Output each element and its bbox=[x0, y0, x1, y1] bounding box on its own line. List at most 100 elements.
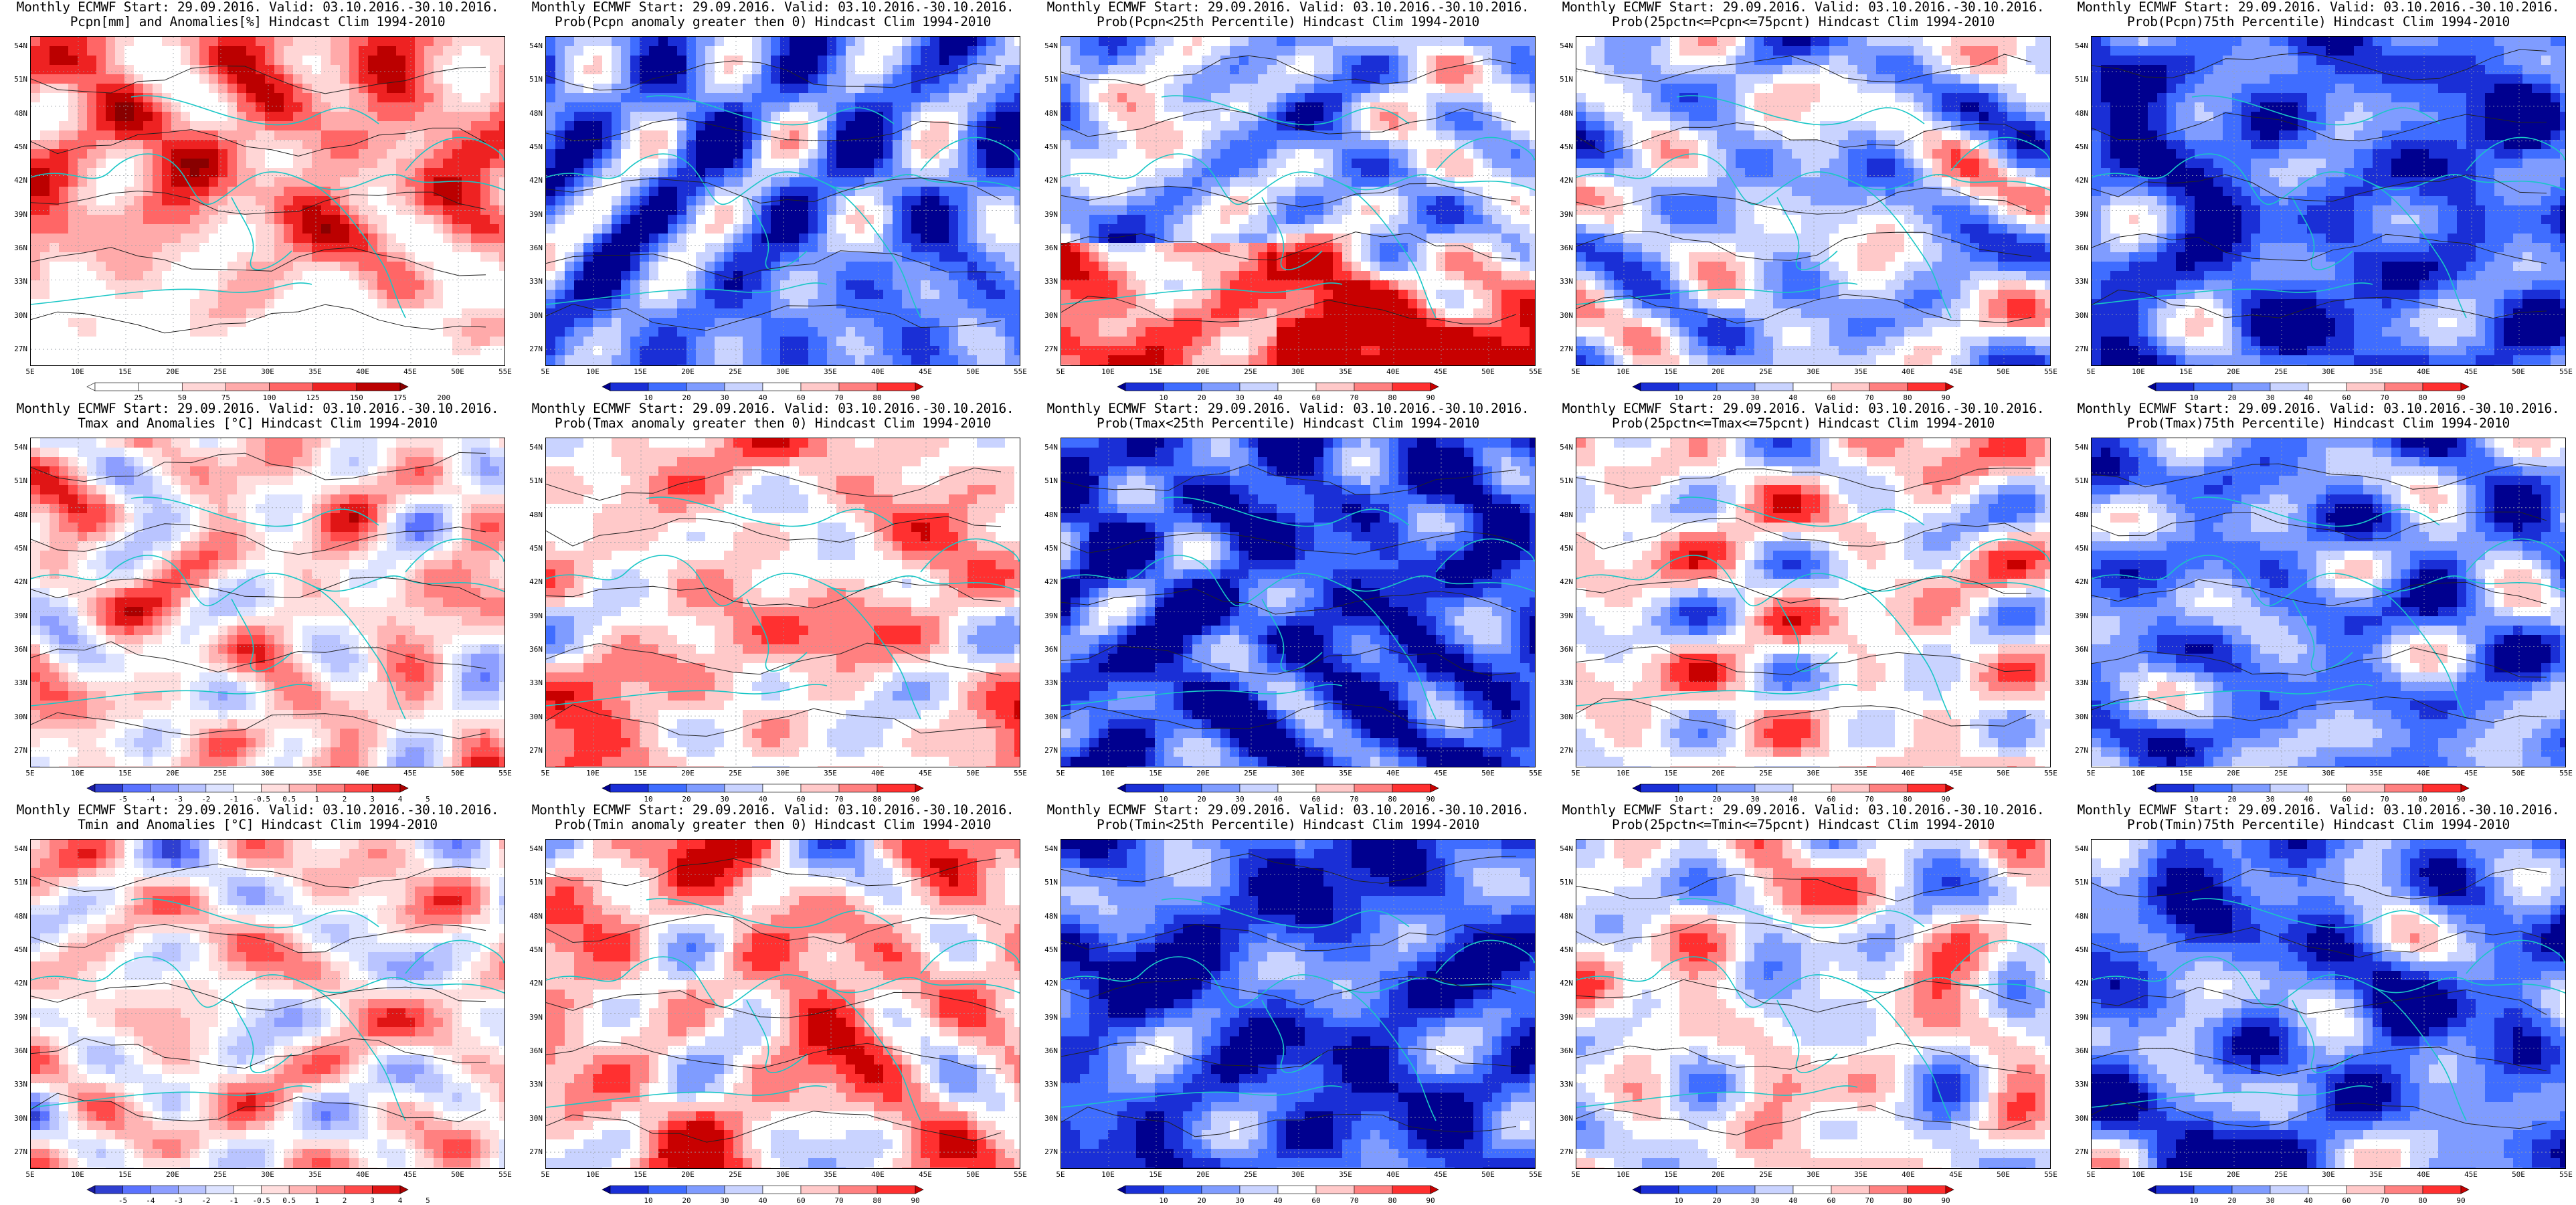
longitude-label: 5E bbox=[1562, 1170, 1589, 1179]
longitude-label: 45E bbox=[397, 1170, 424, 1179]
latitude-label: 39N bbox=[1031, 210, 1058, 219]
colorbar-label: 10 bbox=[1665, 1196, 1692, 1205]
colorbar bbox=[2148, 1186, 2469, 1194]
latitude-label: 30N bbox=[1546, 311, 1573, 320]
longitude-label: 20E bbox=[674, 367, 701, 376]
colorbar-swatch bbox=[610, 383, 648, 391]
latitude-label: 48N bbox=[1031, 511, 1058, 519]
colorbar-swatch bbox=[1392, 1186, 1431, 1194]
colorbar-swatch bbox=[2423, 383, 2461, 391]
colorbar-swatch bbox=[1164, 784, 1202, 792]
colorbar-swatch bbox=[610, 1186, 648, 1194]
colorbar-label: 90 bbox=[1932, 1196, 1959, 1205]
colorbar-swatch bbox=[400, 383, 408, 391]
longitude-label: 10E bbox=[2125, 769, 2152, 777]
latitude-label: 39N bbox=[1546, 1013, 1573, 1022]
map-field bbox=[545, 438, 1020, 767]
longitude-label: 35E bbox=[1847, 769, 1874, 777]
longitude-label: 20E bbox=[1705, 367, 1732, 376]
colorbar-swatch bbox=[178, 784, 205, 792]
shaded-field bbox=[2092, 37, 2566, 366]
longitude-label: 10E bbox=[64, 367, 91, 376]
latitude-label: 33N bbox=[2061, 277, 2088, 286]
latitude-label: 39N bbox=[516, 1013, 543, 1022]
colorbar-swatch bbox=[1164, 383, 1202, 391]
panel-title-line2: Prob(Pcpn<25th Percentile) Hindcast Clim… bbox=[1030, 15, 1546, 29]
colorbar-label: 80 bbox=[1379, 1196, 1406, 1205]
colorbar-swatch bbox=[400, 784, 408, 792]
longitude-label: 35E bbox=[1847, 367, 1874, 376]
longitude-label: 20E bbox=[2220, 769, 2247, 777]
colorbar-swatch bbox=[1392, 784, 1431, 792]
latitude-label: 42N bbox=[516, 176, 543, 185]
colorbar-label: 80 bbox=[864, 1196, 891, 1205]
longitude-label: 50E bbox=[1990, 1170, 2017, 1179]
longitude-label: 40E bbox=[864, 1170, 891, 1179]
longitude-label: 30E bbox=[1800, 769, 1827, 777]
longitude-label: 20E bbox=[1705, 769, 1732, 777]
longitude-label: 45E bbox=[912, 769, 939, 777]
latitude-label: 27N bbox=[1, 1147, 27, 1156]
latitude-label: 27N bbox=[2061, 746, 2088, 755]
colorbar-swatch bbox=[313, 383, 357, 391]
latitude-label: 39N bbox=[1, 1013, 27, 1022]
colorbar-swatch bbox=[2270, 784, 2308, 792]
longitude-label: 25E bbox=[722, 1170, 749, 1179]
colorbar-swatch bbox=[1316, 383, 1354, 391]
colorbar bbox=[87, 383, 408, 391]
colorbar-label: 80 bbox=[2409, 1196, 2436, 1205]
colorbar-swatch bbox=[262, 1186, 289, 1194]
longitude-label: 40E bbox=[349, 1170, 376, 1179]
colorbar-swatch bbox=[270, 383, 313, 391]
colorbar-swatch bbox=[1831, 383, 1869, 391]
latitude-label: 45N bbox=[1031, 143, 1058, 151]
colorbar-swatch bbox=[317, 784, 345, 792]
latitude-label: 36N bbox=[2061, 244, 2088, 252]
longitude-label: 35E bbox=[1847, 1170, 1874, 1179]
latitude-label: 39N bbox=[1546, 210, 1573, 219]
latitude-label: 48N bbox=[1546, 912, 1573, 921]
latitude-label: 54N bbox=[2061, 41, 2088, 50]
map-panel: Monthly ECMWF Start: 29.09.2016. Valid: … bbox=[0, 401, 515, 803]
longitude-label: 35E bbox=[1332, 1170, 1359, 1179]
colorbar-swatch bbox=[1641, 1186, 1679, 1194]
longitude-label: 40E bbox=[1380, 1170, 1406, 1179]
shaded-field bbox=[546, 840, 1020, 1169]
latitude-label: 39N bbox=[1, 210, 27, 219]
latitude-label: 48N bbox=[1, 109, 27, 118]
colorbar-swatch bbox=[2347, 1186, 2385, 1194]
colorbar-swatch bbox=[1793, 1186, 1831, 1194]
longitude-label: 25E bbox=[1237, 367, 1264, 376]
colorbar-swatch bbox=[1354, 383, 1392, 391]
longitude-label: 45E bbox=[2458, 769, 2484, 777]
latitude-label: 39N bbox=[2061, 210, 2088, 219]
colorbar-swatch bbox=[1354, 784, 1392, 792]
map-panel: Monthly ECMWF Start: 29.09.2016. Valid: … bbox=[2061, 401, 2576, 803]
longitude-label: 30E bbox=[1285, 1170, 1311, 1179]
latitude-label: 33N bbox=[1546, 1080, 1573, 1089]
colorbar-label: 40 bbox=[2295, 1196, 2322, 1205]
latitude-label: 48N bbox=[1, 511, 27, 519]
latitude-label: 48N bbox=[516, 109, 543, 118]
colorbar-swatch bbox=[725, 383, 763, 391]
map-field bbox=[1576, 36, 2051, 366]
longitude-label: 50E bbox=[1475, 769, 1501, 777]
map-field bbox=[545, 839, 1020, 1169]
latitude-label: 42N bbox=[516, 577, 543, 586]
colorbar-swatch bbox=[1793, 784, 1831, 792]
latitude-label: 45N bbox=[1, 945, 27, 954]
colorbar-label: 20 bbox=[1704, 1196, 1730, 1205]
longitude-label: 10E bbox=[2125, 1170, 2152, 1179]
latitude-label: 42N bbox=[1546, 176, 1573, 185]
colorbar-swatch bbox=[1641, 784, 1679, 792]
latitude-label: 39N bbox=[1, 612, 27, 620]
colorbar-label: 40 bbox=[749, 1196, 776, 1205]
colorbar-label: 30 bbox=[1742, 1196, 1768, 1205]
longitude-label: 10E bbox=[1610, 1170, 1637, 1179]
colorbar-swatch bbox=[373, 784, 400, 792]
latitude-label: 36N bbox=[516, 1046, 543, 1055]
longitude-label: 35E bbox=[302, 769, 329, 777]
colorbar-swatch bbox=[877, 784, 915, 792]
map-field bbox=[30, 438, 505, 767]
colorbar-swatch bbox=[801, 784, 839, 792]
